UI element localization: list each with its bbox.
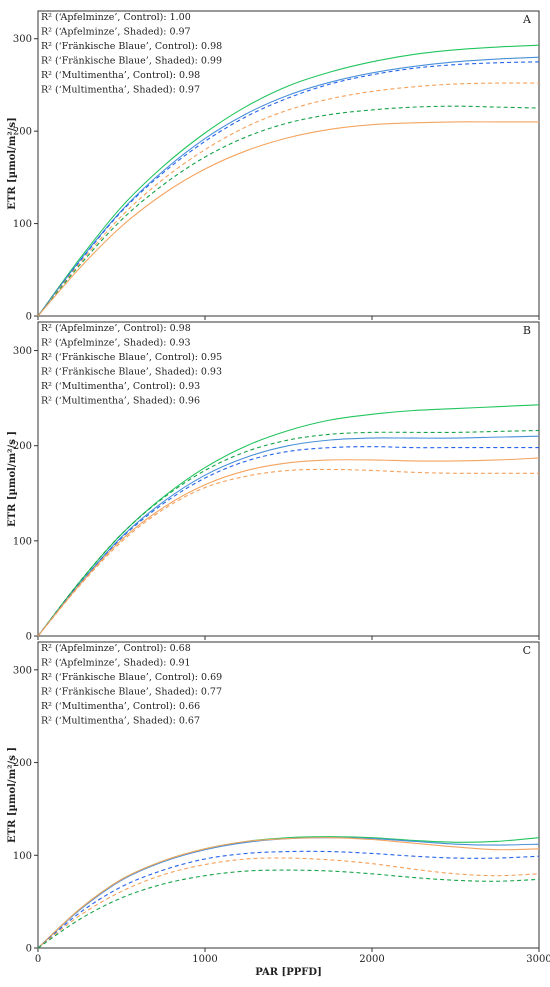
chart-panel-a: 0 100 200 300 ETR [µmol/m²/s] A R² (‘Apfelminz…: [7, 10, 540, 323]
r2-annotation: R² (‘Fränkische Blaue’, Control): 0.98: [41, 41, 222, 52]
r2-annotation: R² (‘Fränkische Blaue’, Control): 0.95: [41, 352, 222, 363]
y-tick-label: 300: [13, 665, 32, 676]
y-axis-title: ETR [µmol/m²/s ]: [7, 747, 18, 843]
r2-annotation: R² (‘Multimentha’, Shaded): 0.97: [41, 85, 200, 96]
series-line-1: [37, 836, 540, 949]
plot-frame: [37, 641, 540, 949]
series-line-6: [37, 869, 540, 949]
series-line-2: [37, 429, 540, 637]
y-tick-label: 100: [13, 851, 32, 862]
r2-annotation: R² (‘Multimentha’, Shaded): 0.67: [41, 716, 200, 727]
y-tick-label: 0: [26, 632, 32, 643]
panel-label: A: [522, 13, 532, 26]
y-axis-title: ETR [µmol/m²/s ]: [7, 431, 18, 527]
y-tick-label: 300: [13, 346, 32, 357]
series-line-6: [37, 468, 539, 637]
series-line-4: [37, 850, 540, 949]
y-tick-label: 0: [26, 944, 32, 955]
plot-frame: [37, 10, 540, 317]
r2-annotation: R² (‘Fränkische Blaue’, Shaded): 0.93: [41, 367, 222, 378]
r2-annotation: R² (‘Apfelminze’, Control): 0.68: [41, 643, 191, 654]
y-tick-label: 100: [13, 536, 32, 547]
series-line-4: [37, 446, 539, 637]
r2-annotation: R² (‘Fränkische Blaue’, Control): 0.69: [41, 672, 222, 683]
r2-annotation: R² (‘Multimentha’, Control): 0.93: [41, 381, 200, 392]
plot-frame: [37, 321, 540, 637]
series-line-2: [37, 837, 540, 949]
series-line-2: [37, 56, 540, 317]
r2-annotation: R² (‘Multimentha’, Shaded): 0.96: [41, 396, 200, 407]
series-line-6: [37, 121, 539, 317]
chart-panel-b: 0 100 200 300 ETR [µmol/m²/s ] B R² (‘Apfelmin…: [7, 321, 540, 643]
r2-annotation: R² (‘Apfelminze’, Shaded): 0.91: [41, 658, 191, 669]
r2-annotation: R² (‘Apfelminze’, Control): 1.00: [41, 12, 191, 23]
series-line-1: [37, 44, 540, 317]
y-tick-label: 300: [13, 34, 32, 45]
y-tick-label: 200: [13, 127, 32, 138]
x-axis-title: PAR [PPFD]: [255, 967, 322, 978]
series-line-5: [37, 457, 540, 637]
r2-annotation: R² (‘Apfelminze’, Control): 0.98: [41, 323, 191, 334]
r2-annotation: R² (‘Multimentha’, Control): 0.66: [41, 701, 200, 712]
r2-annotation: R² (‘Apfelminze’, Shaded): 0.97: [41, 27, 191, 38]
series-line-5: [37, 105, 540, 317]
series-line-3: [37, 61, 540, 317]
y-tick-label: 200: [13, 441, 32, 452]
r2-annotation: R² (‘Fränkische Blaue’, Shaded): 0.99: [41, 56, 222, 67]
y-axis-title: ETR [µmol/m²/s]: [7, 117, 18, 210]
y-tick-label: 100: [13, 219, 32, 230]
series-line-1: [37, 404, 540, 637]
r2-annotation: R² (‘Apfelminze’, Shaded): 0.93: [41, 338, 191, 349]
series-line-3: [37, 435, 540, 637]
x-tick-label: 1000: [192, 954, 217, 965]
series-line-4: [37, 82, 540, 317]
x-tick-label: 3000: [526, 954, 550, 965]
panel-label: B: [523, 324, 531, 337]
x-tick-label: 2000: [359, 954, 384, 965]
r2-annotation: R² (‘Multimentha’, Control): 0.98: [41, 70, 200, 81]
r2-annotation: R² (‘Fränkische Blaue’, Shaded): 0.77: [41, 687, 222, 698]
x-tick-label: 0: [35, 954, 41, 965]
y-tick-label: 0: [26, 312, 32, 323]
series-line-3: [37, 837, 540, 949]
series-line-5: [37, 857, 540, 949]
y-tick-label: 200: [13, 758, 32, 769]
panel-label: C: [523, 644, 531, 657]
